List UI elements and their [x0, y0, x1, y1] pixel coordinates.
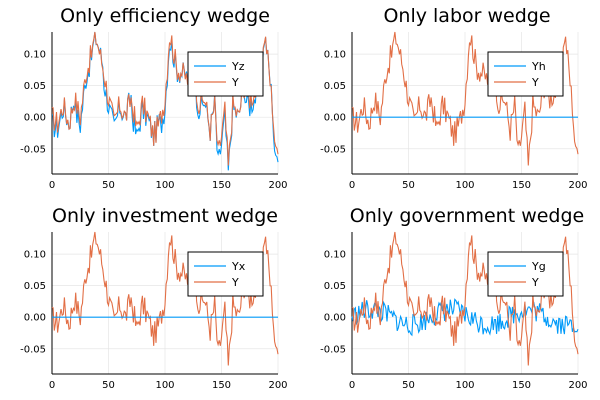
legend-label: Y — [531, 76, 539, 89]
x-tick-label: 50 — [402, 380, 415, 391]
x-tick-label: 0 — [349, 180, 355, 191]
y-tick-label: -0.05 — [20, 344, 46, 355]
legend-label: Y — [231, 276, 239, 289]
series-line-Y — [51, 231, 279, 366]
panel-2: 0 50 100 150 200 -0.05 0.00 0.05 0.10 Only labor … — [320, 5, 587, 191]
chart-title: Only investment wedge — [52, 205, 278, 227]
legend-box — [487, 251, 564, 297]
y-tick-label: 0.05 — [324, 281, 346, 292]
legend-box — [487, 51, 564, 97]
x-tick-label: 100 — [455, 380, 474, 391]
series-line-Y — [351, 231, 579, 366]
y-tick-label: 0.00 — [24, 113, 46, 124]
x-tick-label: 200 — [268, 180, 287, 191]
legend-label: Yz — [231, 60, 245, 73]
y-tick-label: 0.10 — [24, 250, 46, 261]
x-tick-label: 150 — [212, 180, 231, 191]
y-tick-label: 0.10 — [24, 50, 46, 61]
x-tick-label: 200 — [568, 380, 587, 391]
chart-title: Only government wedge — [350, 205, 584, 227]
x-tick-label: 0 — [49, 180, 55, 191]
x-tick-label: 50 — [402, 180, 415, 191]
y-tick-label: -0.05 — [320, 144, 346, 155]
x-tick-label: 100 — [155, 380, 174, 391]
x-tick-label: 200 — [268, 380, 287, 391]
x-tick-label: 0 — [49, 380, 55, 391]
x-tick-label: 0 — [349, 380, 355, 391]
y-tick-label: 0.00 — [324, 313, 346, 324]
legend-label: Y — [531, 276, 539, 289]
x-tick-label: 50 — [102, 380, 115, 391]
chart-title: Only efficiency wedge — [60, 5, 270, 27]
y-tick-label: 0.10 — [324, 50, 346, 61]
chart-title: Only labor wedge — [383, 5, 550, 27]
y-tick-label: 0.05 — [324, 81, 346, 92]
y-tick-label: 0.05 — [24, 281, 46, 292]
panel-3: 0 50 100 150 200 -0.05 0.00 0.05 0.10 Only invest… — [20, 205, 287, 391]
legend-label: Y — [231, 76, 239, 89]
legend-box — [187, 251, 264, 297]
x-tick-label: 200 — [568, 180, 587, 191]
x-tick-label: 150 — [512, 380, 531, 391]
legend-label: Yg — [531, 260, 546, 273]
y-tick-label: 0.05 — [24, 81, 46, 92]
panel-4: 0 50 100 150 200 -0.05 0.00 0.05 0.10 Only govern… — [320, 205, 587, 391]
y-tick-label: -0.05 — [20, 144, 46, 155]
x-tick-label: 150 — [512, 180, 531, 191]
legend-box — [187, 51, 264, 97]
x-tick-label: 150 — [212, 380, 231, 391]
legend-label: Yh — [531, 60, 546, 73]
y-tick-label: 0.00 — [324, 113, 346, 124]
x-tick-label: 100 — [155, 180, 174, 191]
x-tick-label: 100 — [455, 180, 474, 191]
legend-label: Yx — [231, 260, 246, 273]
panel-1: 0 50 100 150 200 -0.05 0.00 0.05 0.10 Only effici… — [20, 5, 287, 191]
y-tick-label: 0.00 — [24, 313, 46, 324]
x-tick-label: 50 — [102, 180, 115, 191]
series-line-Y — [351, 31, 579, 166]
y-tick-label: 0.10 — [324, 250, 346, 261]
series-line-Y — [51, 31, 279, 166]
y-tick-label: -0.05 — [320, 344, 346, 355]
